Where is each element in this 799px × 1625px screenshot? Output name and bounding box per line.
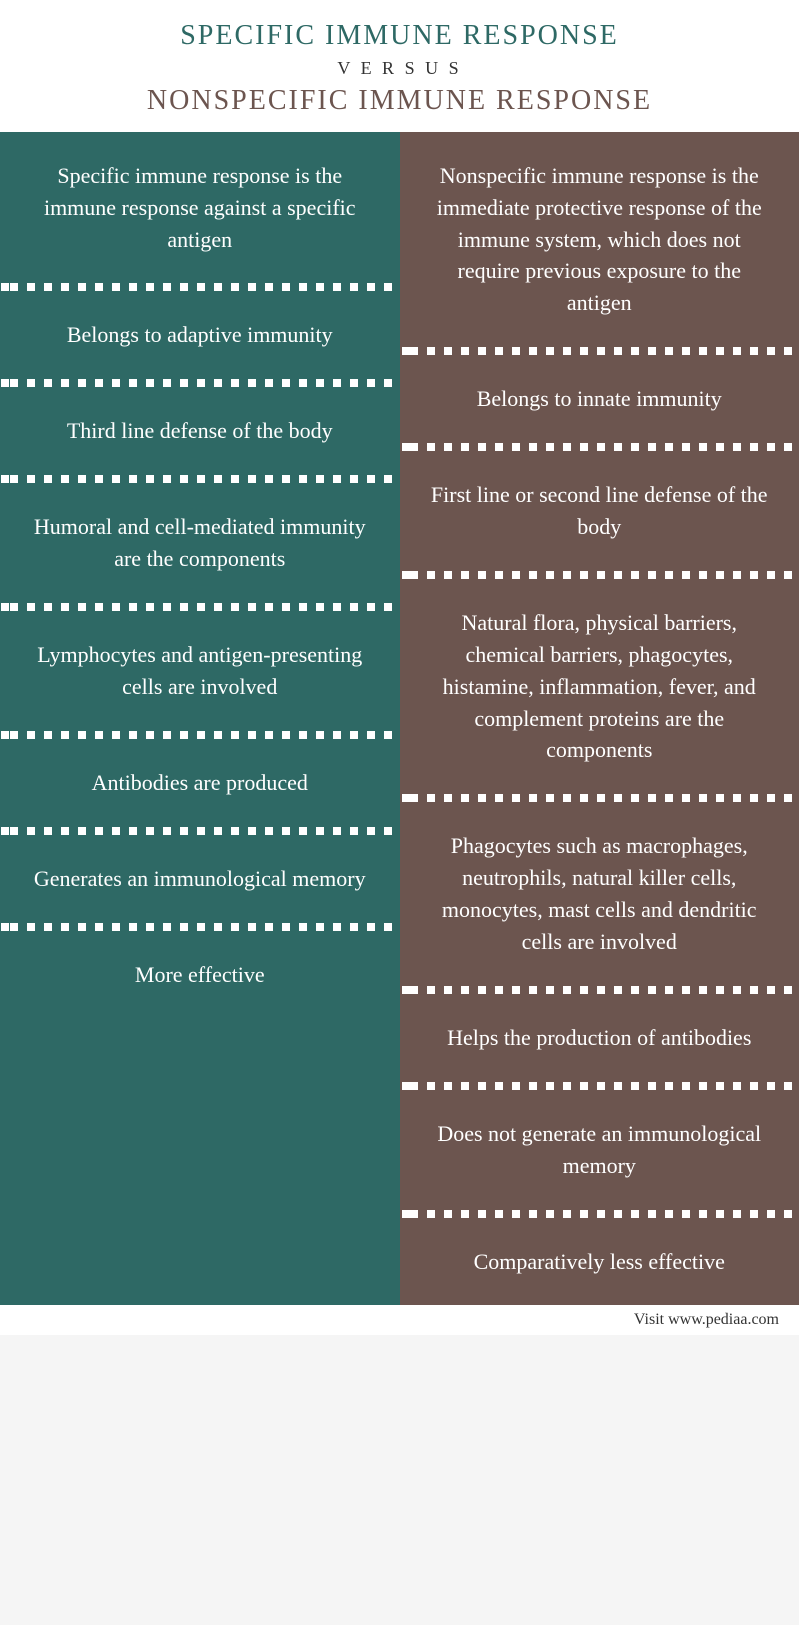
cell-left-3: Humoral and cell-mediated immunity are t…	[0, 483, 400, 603]
divider	[0, 603, 400, 611]
cell-left-6: Generates an immunological memory	[0, 835, 400, 923]
divider	[400, 443, 799, 451]
footer-credit: Visit www.pediaa.com	[0, 1305, 799, 1335]
divider	[400, 1210, 799, 1218]
cell-left-0: Specific immune response is the immune r…	[0, 132, 400, 284]
divider	[400, 347, 799, 355]
comparison-columns: Specific immune response is the immune r…	[0, 132, 799, 1306]
cell-right-2: First line or second line defense of the…	[400, 451, 799, 571]
cell-right-4: Phagocytes such as macrophages, neutroph…	[400, 802, 799, 986]
divider	[0, 475, 400, 483]
title-nonspecific: NONSPECIFIC IMMUNE RESPONSE	[20, 83, 779, 119]
cell-right-5: Helps the production of antibodies	[400, 994, 799, 1082]
title-specific: SPECIFIC IMMUNE RESPONSE	[20, 18, 779, 54]
cell-right-6: Does not generate an immunological memor…	[400, 1090, 799, 1210]
divider	[400, 986, 799, 994]
divider	[0, 923, 400, 931]
column-specific: Specific immune response is the immune r…	[0, 132, 400, 1306]
divider	[400, 1082, 799, 1090]
comparison-infographic: SPECIFIC IMMUNE RESPONSE V E R S U S NON…	[0, 0, 799, 1335]
cell-right-1: Belongs to innate immunity	[400, 355, 799, 443]
versus-label: V E R S U S	[20, 58, 779, 79]
cell-left-4: Lymphocytes and antigen-presenting cells…	[0, 611, 400, 731]
cell-right-0: Nonspecific immune response is the immed…	[400, 132, 799, 347]
cell-left-7: More effective	[0, 931, 400, 1019]
divider	[400, 794, 799, 802]
divider	[0, 731, 400, 739]
cell-left-1: Belongs to adaptive immunity	[0, 291, 400, 379]
cell-left-2: Third line defense of the body	[0, 387, 400, 475]
column-nonspecific: Nonspecific immune response is the immed…	[400, 132, 799, 1306]
cell-right-3: Natural flora, physical barriers, chemic…	[400, 579, 799, 794]
cell-right-7: Comparatively less effective	[400, 1218, 799, 1306]
divider	[0, 827, 400, 835]
divider	[0, 283, 400, 291]
header: SPECIFIC IMMUNE RESPONSE V E R S U S NON…	[0, 0, 799, 132]
divider	[400, 571, 799, 579]
cell-left-5: Antibodies are produced	[0, 739, 400, 827]
divider	[0, 379, 400, 387]
